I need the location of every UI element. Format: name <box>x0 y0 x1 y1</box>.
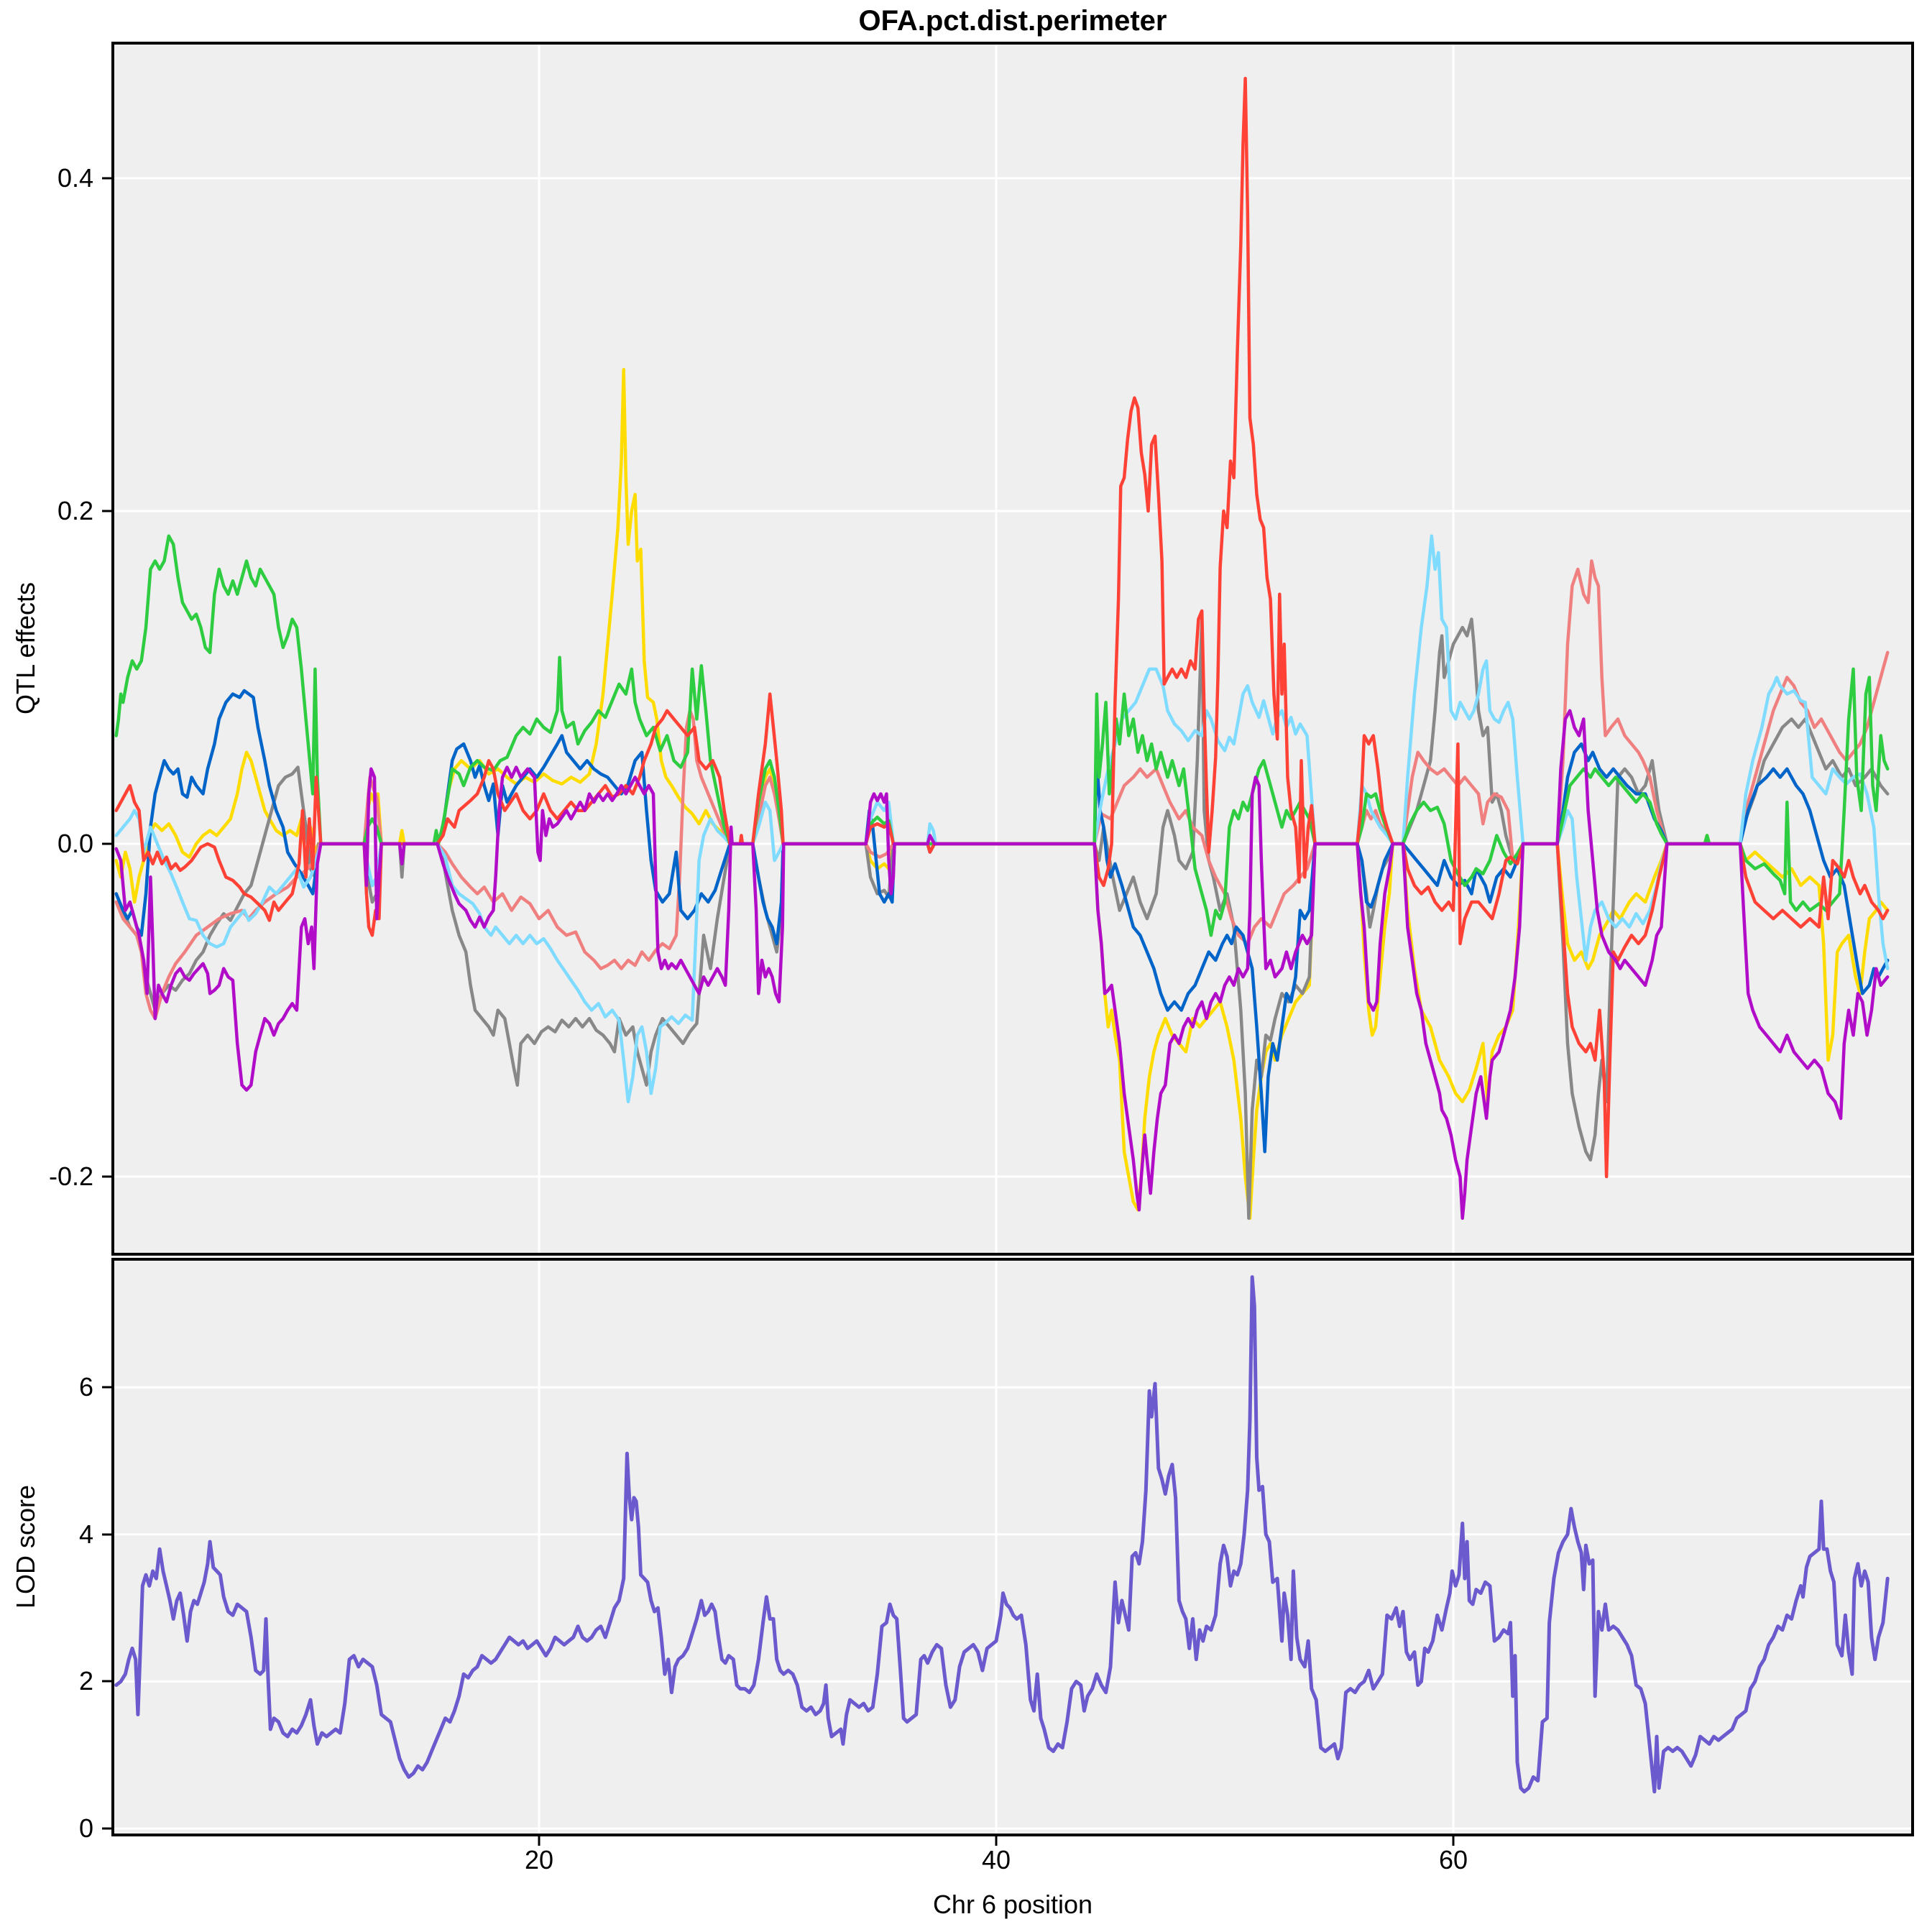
effects-y-axis-label: QTL effects <box>11 582 40 714</box>
lod-series-line <box>114 1275 1890 1794</box>
lod-panel-bg <box>113 1259 1913 1835</box>
y-tick-label: -0.2 <box>49 1162 93 1191</box>
lod-gridlines <box>113 1259 1913 1835</box>
x-axis: 20 40 60 Chr 6 position <box>525 1835 1468 1919</box>
lod-y-axis-label: LOD score <box>11 1485 40 1609</box>
x-tick-label: 40 <box>982 1845 1011 1874</box>
lod-panel-border <box>111 1258 1914 1836</box>
effects-panel-bg <box>113 43 1913 1254</box>
effects-line-purple <box>114 709 1890 1220</box>
y-tick-label: 6 <box>79 1372 93 1402</box>
y-tick-label: 2 <box>79 1666 93 1696</box>
x-tick-label: 60 <box>1439 1845 1468 1874</box>
y-tick-label: 0 <box>79 1813 93 1843</box>
y-tick-label: 0.4 <box>58 163 93 193</box>
y-tick-label: 0.2 <box>58 496 93 525</box>
effects-panel: 0.4 0.2 0.0 -0.2 QTL effects <box>11 42 1914 1256</box>
lod-line <box>114 1275 1890 1794</box>
y-tick-label: 0.0 <box>58 829 93 858</box>
x-tick-label: 20 <box>525 1845 553 1874</box>
y-tick-label: 4 <box>79 1519 93 1549</box>
effects-series-lines <box>114 76 1890 1220</box>
chart-title: OFA.pct.dist.perimeter <box>859 5 1167 37</box>
x-axis-label: Chr 6 position <box>933 1890 1092 1919</box>
effects-panel-border <box>111 42 1914 1256</box>
effects-line-green <box>114 534 1890 937</box>
lod-panel: 6 4 2 0 LOD score <box>11 1258 1914 1843</box>
effects-line-red <box>114 76 1890 1179</box>
